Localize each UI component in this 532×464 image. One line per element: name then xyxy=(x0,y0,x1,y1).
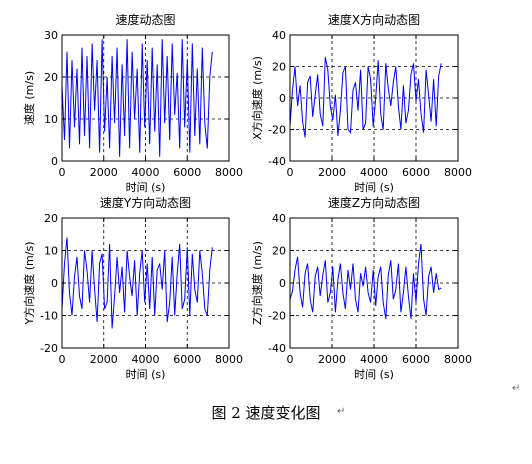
series-line xyxy=(289,57,442,138)
x-tick-label: 4000 xyxy=(360,353,388,366)
x-tick-label: 2000 xyxy=(90,353,118,366)
y-axis-label: Y方向速度 (m/s) xyxy=(22,242,36,326)
y-tick-label: 10 xyxy=(44,245,58,258)
y-tick-label: 40 xyxy=(272,212,286,225)
x-tick-label: 2000 xyxy=(318,166,346,179)
x-tick-label: 0 xyxy=(287,166,294,179)
x-tick-label: 8000 xyxy=(215,353,243,366)
x-axis-label: 时间 (s) xyxy=(126,368,166,381)
y-axis-label: Z方向速度 (m/s) xyxy=(250,241,264,325)
series-line xyxy=(289,243,442,319)
paragraph-mark: ↵ xyxy=(337,406,346,417)
chart-4: 速度Z方向动态图 0 2000 4000 6000 8000 -40 -20 0 20 40 时间 (… xyxy=(250,195,472,381)
x-tick-label: 6000 xyxy=(173,166,201,179)
y-tick-label: 20 xyxy=(44,212,58,225)
y-tick-label: -40 xyxy=(268,342,286,355)
x-tick-label: 2000 xyxy=(318,353,346,366)
x-tick-label: 6000 xyxy=(402,353,430,366)
chart-title: 速度Z方向动态图 xyxy=(328,195,420,210)
chart-3: 速度Y方向动态图 0 2000 4000 6000 8000 -20 -10 0 10 20 时间 (… xyxy=(22,195,243,381)
y-tick-label: 10 xyxy=(44,113,58,126)
x-tick-label: 8000 xyxy=(215,166,243,179)
y-tick-label: 30 xyxy=(44,29,58,42)
y-axis-label: 速度 (m/s) xyxy=(22,71,36,125)
y-tick-label: -40 xyxy=(268,155,286,168)
y-tick-label: 0 xyxy=(51,155,58,168)
y-tick-label: 40 xyxy=(272,29,286,42)
chart-title: 速度X方向动态图 xyxy=(328,12,420,27)
x-tick-label: 0 xyxy=(287,353,294,366)
y-tick-label: 0 xyxy=(279,92,286,105)
x-tick-label: 6000 xyxy=(173,353,201,366)
x-axis-label: 时间 (s) xyxy=(354,181,394,194)
y-tick-label: 0 xyxy=(51,277,58,290)
x-tick-label: 0 xyxy=(59,353,66,366)
x-tick-label: 4000 xyxy=(360,166,388,179)
figure-caption: 图 2 速度变化图 xyxy=(211,404,321,422)
x-axis-label: 时间 (s) xyxy=(354,368,394,381)
paragraph-mark: ↵ xyxy=(512,383,521,394)
y-tick-label: 20 xyxy=(272,61,286,74)
y-axis-label: X方向速度 (m/s) xyxy=(250,56,264,140)
x-tick-label: 2000 xyxy=(90,166,118,179)
series-line xyxy=(61,39,213,157)
y-tick-label: -10 xyxy=(40,310,58,323)
y-tick-label: -20 xyxy=(268,310,286,323)
y-tick-label: 20 xyxy=(272,245,286,258)
x-tick-label: 8000 xyxy=(444,353,472,366)
x-tick-label: 4000 xyxy=(132,353,160,366)
chart-2: 速度X方向动态图 0 2000 4000 6000 8000 -40 -20 0 20 40 时间 (… xyxy=(250,12,472,194)
x-tick-label: 4000 xyxy=(132,166,160,179)
series-line xyxy=(61,237,213,329)
y-tick-label: 20 xyxy=(44,71,58,84)
y-tick-label: -20 xyxy=(40,342,58,355)
x-tick-label: 6000 xyxy=(402,166,430,179)
x-axis-label: 时间 (s) xyxy=(126,181,166,194)
x-tick-label: 0 xyxy=(59,166,66,179)
chart-1: 速度动态图 0 2000 4000 6000 8000 0 10 20 30 时间 (s) 速度 (m… xyxy=(22,12,243,194)
y-tick-label: 0 xyxy=(279,277,286,290)
chart-title: 速度Y方向动态图 xyxy=(100,195,191,210)
chart-title: 速度动态图 xyxy=(115,12,175,27)
y-tick-label: -20 xyxy=(268,124,286,137)
x-tick-label: 8000 xyxy=(444,166,472,179)
